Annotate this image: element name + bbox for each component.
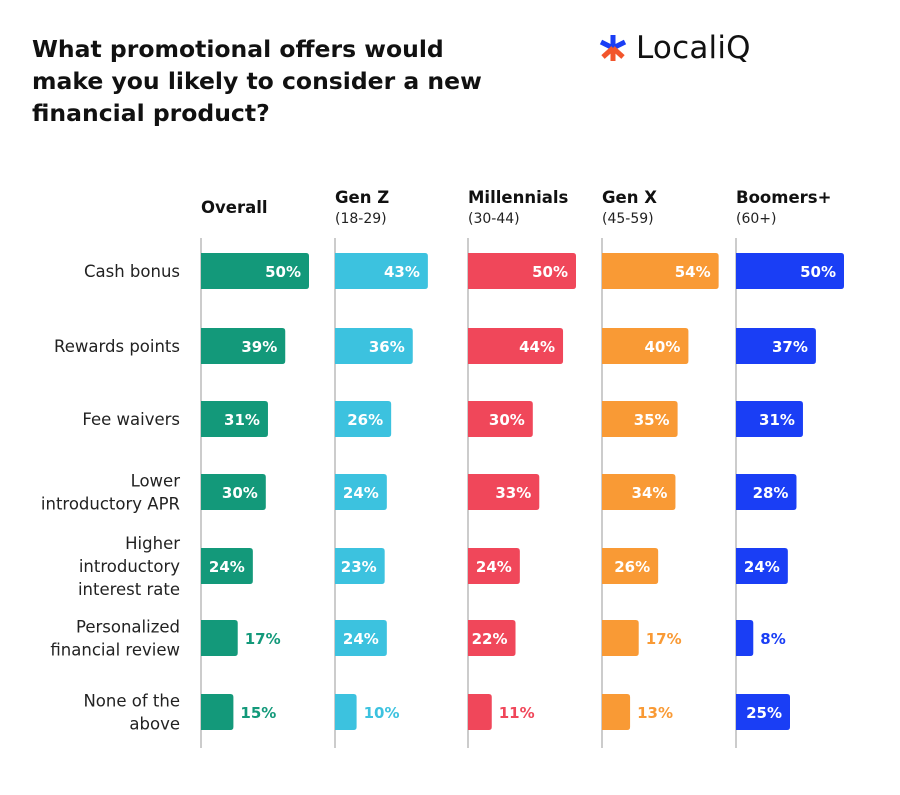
category-label: Personalized xyxy=(76,618,180,637)
bar xyxy=(335,620,387,656)
bar xyxy=(736,328,816,364)
bar xyxy=(602,328,689,364)
localiq-asterisk-icon xyxy=(599,35,627,61)
bar xyxy=(201,401,268,437)
data-label: 50% xyxy=(800,263,836,281)
bar xyxy=(736,548,788,584)
data-label: 28% xyxy=(753,484,789,502)
series-subtitle: (60+) xyxy=(736,211,776,227)
bar xyxy=(201,253,309,289)
bar xyxy=(201,328,286,364)
data-label: 31% xyxy=(224,411,260,429)
bar xyxy=(201,548,253,584)
data-label: 34% xyxy=(632,484,668,502)
data-label: 39% xyxy=(241,338,277,356)
data-label: 30% xyxy=(222,484,258,502)
series-header: Millennials xyxy=(468,188,569,207)
category-label: above xyxy=(129,715,180,734)
data-label: 26% xyxy=(614,558,650,576)
bar xyxy=(468,253,576,289)
bar xyxy=(468,401,533,437)
series-header: Overall xyxy=(201,198,268,217)
data-label: 17% xyxy=(245,630,281,648)
bar xyxy=(602,401,678,437)
category-label: Lower xyxy=(131,472,181,491)
bar xyxy=(602,548,659,584)
data-label: 50% xyxy=(532,263,568,281)
category-label: interest rate xyxy=(78,580,180,599)
data-label: 30% xyxy=(489,411,525,429)
data-label: 10% xyxy=(364,704,400,722)
category-label: None of the xyxy=(83,692,180,711)
data-label: 44% xyxy=(519,338,555,356)
bar xyxy=(602,694,631,730)
data-label: 8% xyxy=(760,630,785,648)
bar xyxy=(736,253,844,289)
data-label: 54% xyxy=(675,263,711,281)
data-label: 24% xyxy=(343,630,379,648)
data-label: 11% xyxy=(499,704,535,722)
series-subtitle: (18-29) xyxy=(335,211,387,227)
data-label: 22% xyxy=(472,630,508,648)
data-label: 50% xyxy=(265,263,301,281)
data-label: 43% xyxy=(384,263,420,281)
data-label: 13% xyxy=(637,704,673,722)
bar xyxy=(602,620,639,656)
bar xyxy=(468,694,492,730)
data-label: 25% xyxy=(746,704,782,722)
brand-logo: LocaliQ xyxy=(598,30,751,66)
bar xyxy=(201,620,238,656)
series-header: Boomers+ xyxy=(736,188,831,207)
category-label: Rewards points xyxy=(54,337,180,356)
data-label: 24% xyxy=(476,558,512,576)
bar xyxy=(335,694,357,730)
data-label: 24% xyxy=(744,558,780,576)
category-label: introductory xyxy=(79,557,180,576)
bar xyxy=(736,474,797,510)
bar xyxy=(468,620,516,656)
data-label: 35% xyxy=(634,411,670,429)
data-label: 24% xyxy=(209,558,245,576)
data-label: 26% xyxy=(347,411,383,429)
bar xyxy=(468,474,540,510)
data-label: 23% xyxy=(341,558,377,576)
bar xyxy=(335,253,428,289)
bar xyxy=(736,694,790,730)
data-label: 40% xyxy=(644,338,680,356)
data-label: 36% xyxy=(369,338,405,356)
bar xyxy=(201,694,234,730)
bar xyxy=(468,328,564,364)
data-label: 33% xyxy=(495,484,531,502)
category-label: financial review xyxy=(50,641,180,660)
series-header: Gen Z xyxy=(335,188,389,207)
bar xyxy=(736,620,754,656)
bar xyxy=(335,328,413,364)
series-subtitle: (30-44) xyxy=(468,211,520,227)
bar xyxy=(468,548,520,584)
category-label: introductory APR xyxy=(41,495,180,514)
data-label: 17% xyxy=(646,630,682,648)
series-header: Gen X xyxy=(602,188,657,207)
category-label: Higher xyxy=(125,534,180,553)
bar xyxy=(602,474,676,510)
brand-name: LocaliQ xyxy=(636,30,751,66)
bar xyxy=(602,253,719,289)
data-label: 24% xyxy=(343,484,379,502)
chart-title: What promotional offers would make you l… xyxy=(32,35,482,127)
series-subtitle: (45-59) xyxy=(602,211,654,227)
bar xyxy=(335,474,387,510)
data-label: 15% xyxy=(240,704,276,722)
data-label: 31% xyxy=(759,411,795,429)
bar xyxy=(335,548,385,584)
category-label: Cash bonus xyxy=(84,262,180,281)
category-label: Fee waivers xyxy=(82,410,180,429)
bar xyxy=(335,401,392,437)
bar xyxy=(201,474,266,510)
data-label: 37% xyxy=(772,338,808,356)
bar xyxy=(736,401,803,437)
